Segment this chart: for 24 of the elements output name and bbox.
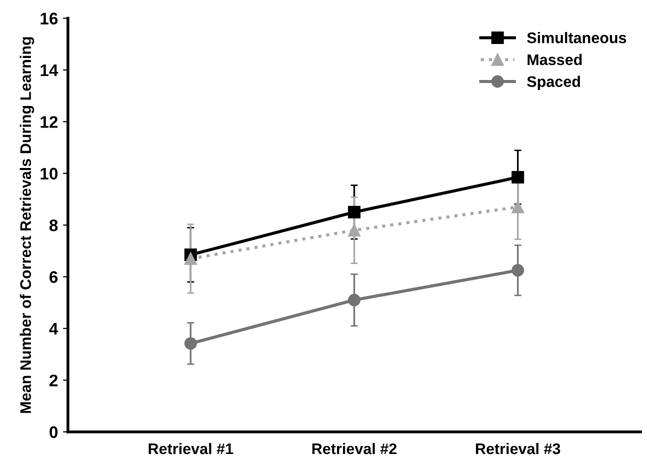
y-tick-label: 12 xyxy=(40,116,58,128)
point xyxy=(512,200,524,214)
y-tick-label: 10 xyxy=(40,168,58,180)
x-tick-label: Retrieval #1 xyxy=(148,442,234,454)
point xyxy=(348,294,360,306)
legend-label: Simultaneous xyxy=(527,32,626,44)
x-tick-label: Retrieval #2 xyxy=(312,442,397,454)
point xyxy=(184,337,197,350)
y-tick-label: 4 xyxy=(49,323,58,335)
point xyxy=(184,252,197,265)
x-tick-label: Retrieval #3 xyxy=(476,442,560,454)
point xyxy=(348,224,360,236)
y-axis-title: Mean Number of Correct Retrievals During Learning xyxy=(20,37,34,413)
y-tick-label: 8 xyxy=(49,219,58,232)
y-tick-label: 2 xyxy=(50,374,58,386)
y-tick-label: 14 xyxy=(40,64,58,76)
y-tick-label: 16 xyxy=(40,12,58,24)
point xyxy=(512,171,524,184)
point xyxy=(512,264,524,277)
y-tick-label: 6 xyxy=(50,271,58,283)
legend-label: Spaced xyxy=(527,76,580,90)
y-tick-label: 0 xyxy=(50,426,58,438)
legend-label: Massed xyxy=(528,54,582,66)
point xyxy=(348,206,360,218)
